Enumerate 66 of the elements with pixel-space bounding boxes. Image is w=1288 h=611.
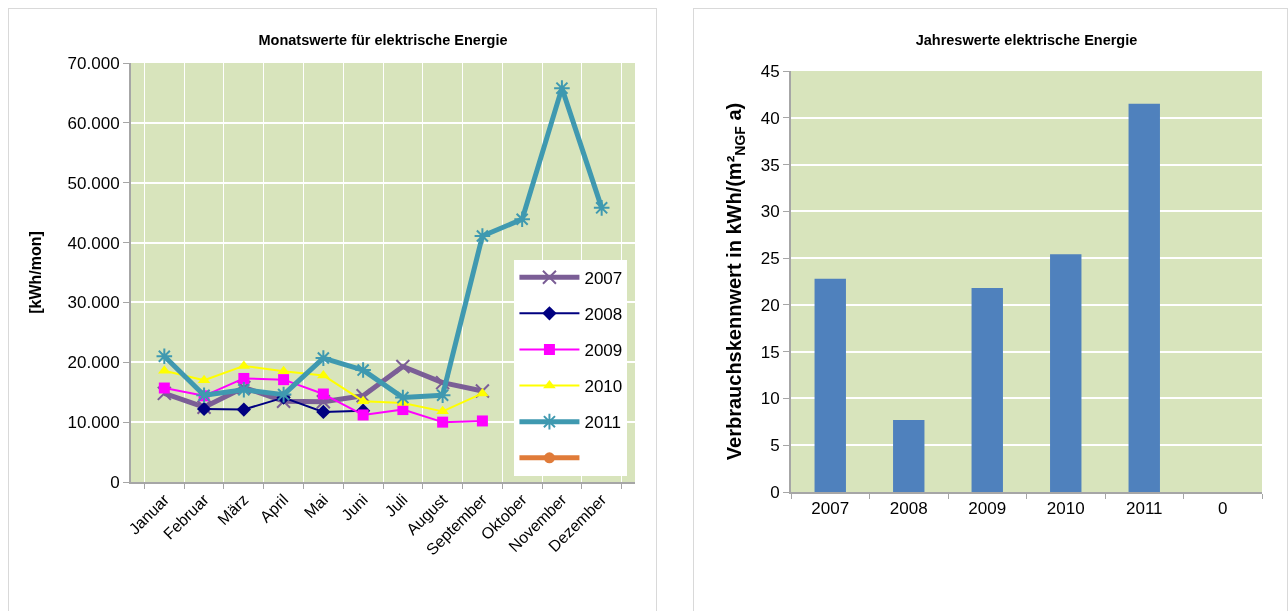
y-tick-label: 35 — [760, 155, 780, 175]
point — [476, 415, 488, 427]
point — [158, 382, 170, 394]
y-tick-label: 50.000 — [67, 173, 120, 193]
legend-label: 2009 — [584, 341, 623, 361]
legend-label: 2010 — [584, 377, 623, 397]
point — [195, 386, 213, 405]
point — [317, 388, 329, 400]
x-tick-label: 2009 — [968, 499, 1007, 519]
point — [553, 79, 571, 97]
point — [236, 402, 251, 417]
y-tick-label: 10 — [760, 389, 780, 409]
point — [476, 387, 489, 397]
point — [317, 369, 330, 379]
x-tick-label: 2007 — [811, 499, 850, 519]
point — [277, 365, 290, 375]
x-tick-label: 0 — [1218, 499, 1228, 519]
y-tick-label: 70.000 — [67, 53, 120, 73]
point — [316, 404, 331, 420]
point — [355, 388, 371, 404]
x-tick-label: 2010 — [1046, 499, 1085, 519]
point — [278, 374, 290, 386]
chart-title: Jahreswerte elektrische Energie — [915, 32, 1138, 49]
y-axis-title: [kWh/mon] — [27, 231, 44, 314]
y-tick-label: 5 — [770, 436, 780, 456]
x-tick-label: Juli — [381, 490, 411, 520]
point — [436, 405, 449, 415]
point — [357, 409, 369, 421]
point — [315, 394, 331, 410]
x-tick-label: 2008 — [889, 499, 928, 519]
bar — [1128, 103, 1160, 492]
point — [473, 227, 492, 245]
point — [474, 383, 490, 399]
point — [236, 379, 252, 395]
point — [437, 416, 449, 428]
point — [156, 385, 172, 401]
bar — [1050, 254, 1082, 492]
y-tick-label: 60.000 — [67, 113, 120, 133]
y-tick-label: 20 — [760, 295, 780, 315]
point — [354, 361, 372, 379]
point — [592, 199, 611, 217]
x-tick-label: Juni — [338, 490, 371, 524]
y-tick-label: 25 — [760, 249, 780, 269]
y-tick-label: 30.000 — [67, 293, 120, 313]
point — [395, 358, 411, 374]
x-tick-label: 2011 — [1125, 499, 1163, 519]
chart-title: Monatswerte für elektrische Energie — [258, 32, 508, 49]
bar — [971, 288, 1003, 492]
point — [513, 210, 531, 229]
point — [155, 347, 174, 366]
bar — [814, 278, 846, 492]
y-tick-label: 15 — [760, 342, 780, 362]
point — [238, 372, 250, 384]
y-tick-label: 40 — [760, 108, 780, 128]
y-tick-label: 30 — [760, 202, 780, 222]
legend-label: 2008 — [584, 304, 623, 324]
y-tick-label: 40.000 — [67, 233, 120, 253]
legend-label: 2011 — [584, 413, 621, 433]
legend-label: 2007 — [584, 268, 623, 288]
point — [314, 349, 333, 367]
y-tick-label: 45 — [760, 61, 780, 81]
x-tick-label: Mai — [300, 490, 332, 522]
y-tick-label: 20.000 — [67, 353, 120, 373]
y-tick-label: 10.000 — [67, 413, 120, 433]
y-tick-label: 0 — [110, 472, 120, 492]
bar — [893, 419, 925, 492]
